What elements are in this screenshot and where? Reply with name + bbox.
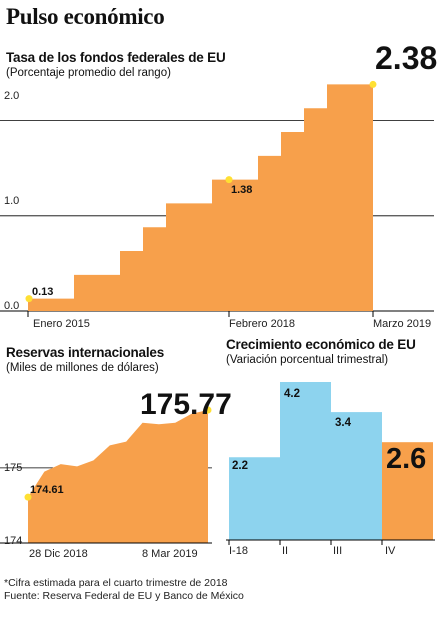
source-note: Fuente: Reserva Federal de EU y Banco de…	[4, 590, 244, 602]
growth-label-q2: 4.2	[284, 388, 300, 400]
reserves-marker-start	[24, 493, 32, 501]
fed-ytick-1: 1.0	[4, 195, 20, 207]
fed-ytick-0: 0.0	[4, 300, 20, 312]
fed-label-end: 2.38	[375, 40, 438, 76]
growth-xtick-q4: IV	[385, 545, 396, 557]
fed-chart-subtitle: (Porcentaje promedio del rango)	[6, 67, 171, 79]
fed-xtick-jan2015: Enero 2015	[33, 318, 90, 330]
fed-marker-2	[369, 80, 377, 88]
growth-bar-III	[331, 412, 382, 540]
fed-rate-chart	[0, 80, 434, 317]
growth-bar-II	[280, 382, 331, 540]
reserves-chart-subtitle: (Miles de millones de dólares)	[6, 362, 159, 374]
reserves-label-end: 175.77	[140, 388, 232, 421]
fed-label-start: 0.13	[32, 286, 54, 298]
reserves-ytick-174: 174	[4, 535, 23, 547]
fed-marker-1	[225, 176, 233, 184]
growth-chart-subtitle: (Variación porcentual trimestral)	[226, 354, 389, 366]
fed-marker-0	[25, 295, 33, 303]
reserves-chart-title: Reservas internacionales	[6, 345, 165, 360]
fed-xtick-mar2019: Marzo 2019	[373, 318, 432, 330]
fed-xtick-feb2018: Febrero 2018	[229, 318, 296, 330]
growth-label-q3: 3.4	[335, 417, 351, 429]
growth-label-q4: 2.6	[386, 443, 427, 475]
growth-chart	[226, 382, 435, 545]
reserves-xtick-start: 28 Dic 2018	[29, 548, 88, 560]
fed-chart-title: Tasa de los fondos federales de EU	[6, 50, 226, 65]
fed-rate-area	[28, 84, 373, 311]
reserves-chart	[0, 406, 212, 544]
reserves-ytick-175: 175	[4, 462, 23, 474]
fed-ytick-2: 2.0	[4, 90, 20, 102]
growth-xtick-q3: III	[333, 545, 343, 557]
fed-label-mid: 1.38	[231, 184, 253, 196]
growth-chart-title: Crecimiento económico de EU	[226, 337, 416, 352]
growth-label-q1: 2.2	[232, 460, 248, 472]
page-title: Pulso económico	[6, 4, 165, 29]
growth-xtick-q1: I-18	[229, 545, 248, 557]
reserves-area	[28, 410, 208, 543]
reserves-xtick-end: 8 Mar 2019	[142, 548, 198, 560]
reserves-label-start: 174.61	[30, 484, 64, 496]
reserves-marker-end	[204, 406, 212, 414]
growth-xtick-q2: II	[282, 545, 289, 557]
footnote: *Cifra estimada para el cuarto trimestre…	[4, 577, 228, 589]
growth-bar-IV	[382, 442, 433, 540]
growth-bar-I-18	[229, 457, 280, 540]
